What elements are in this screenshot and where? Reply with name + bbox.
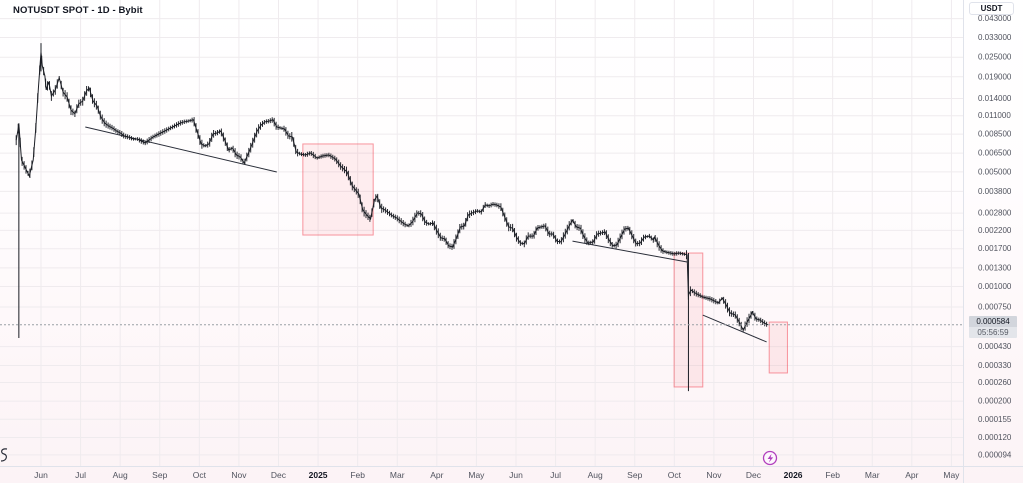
candlesticks (15, 55, 768, 332)
price-axis-tick[interactable]: 0.000200 (978, 397, 1012, 406)
bar-countdown: 05:56:59 (969, 327, 1017, 338)
time-axis-tick[interactable]: Apr (905, 470, 918, 480)
price-axis-tick[interactable]: 0.002800 (978, 209, 1012, 218)
trendline-drawing[interactable] (85, 126, 277, 173)
price-axis-tick[interactable]: 0.001000 (978, 282, 1012, 291)
time-axis-tick[interactable]: Aug (113, 470, 128, 480)
partial-drawing-curl[interactable] (0, 448, 8, 462)
time-axis-tick[interactable]: Mar (390, 470, 405, 480)
highlight-box-drawing[interactable] (302, 143, 374, 236)
price-axis-tick[interactable]: 0.005000 (978, 167, 1012, 176)
price-axis-tick[interactable]: 0.014000 (978, 94, 1012, 103)
price-axis-tick[interactable]: 0.001700 (978, 244, 1012, 253)
price-axis-tick[interactable]: 0.000120 (978, 433, 1012, 442)
time-axis-tick[interactable]: Aug (588, 470, 603, 480)
symbol-title[interactable]: NOTUSDT SPOT - 1D - Bybit (13, 5, 143, 16)
time-axis-tick[interactable]: Oct (193, 470, 207, 480)
time-axis-tick[interactable]: Sep (627, 470, 642, 480)
price-axis-tick[interactable]: 0.002200 (978, 226, 1012, 235)
price-axis-tick[interactable]: 0.043000 (978, 14, 1012, 23)
time-axis-tick[interactable]: Feb (825, 470, 840, 480)
last-price-value: 0.000584 (969, 316, 1017, 327)
time-axis-tick[interactable]: May (943, 470, 960, 480)
time-axis-tick[interactable]: Jul (75, 470, 86, 480)
price-axis-tick[interactable]: 0.025000 (978, 53, 1012, 62)
trendline-drawing[interactable] (702, 314, 767, 343)
time-axis-tick[interactable]: 2025 (309, 470, 328, 480)
currency-toggle-button[interactable]: USDT (969, 2, 1014, 15)
price-axis-tick[interactable]: 0.000155 (978, 415, 1012, 424)
price-axis-tick[interactable]: 0.006500 (978, 149, 1012, 158)
time-axis-tick[interactable]: Nov (706, 470, 722, 480)
price-axis-tick[interactable]: 0.003800 (978, 187, 1012, 196)
price-axis-tick[interactable]: 0.000750 (978, 302, 1012, 311)
time-axis-tick[interactable]: 2026 (784, 470, 803, 480)
trendline-drawing[interactable] (572, 240, 688, 263)
time-axis-tick[interactable]: Feb (350, 470, 365, 480)
time-axis-tick[interactable]: Jun (509, 470, 523, 480)
time-axis-tick[interactable]: Mar (865, 470, 880, 480)
price-axis-tick[interactable]: 0.008500 (978, 130, 1012, 139)
price-axis-tick[interactable]: 0.011000 (978, 111, 1011, 120)
time-axis-tick[interactable]: May (468, 470, 485, 480)
time-axis-tick[interactable]: Nov (231, 470, 247, 480)
time-axis-tick[interactable]: Jul (550, 470, 561, 480)
price-axis-tick[interactable]: 0.000094 (978, 450, 1012, 459)
time-axis-tick[interactable]: Dec (271, 470, 287, 480)
price-axis-tick[interactable]: 0.033000 (978, 33, 1012, 42)
highlight-box-drawing[interactable] (768, 321, 788, 374)
time-axis-tick[interactable]: Oct (668, 470, 682, 480)
time-axis-tick[interactable]: Jun (34, 470, 48, 480)
time-axis-tick[interactable]: Apr (430, 470, 443, 480)
price-axis-tick[interactable]: 0.000430 (978, 342, 1012, 351)
price-axis-tick[interactable]: 0.019000 (978, 72, 1012, 81)
lightning-bolt-glyph (767, 453, 774, 463)
last-price-axis-label: 0.000584 05:56:59 (969, 316, 1017, 338)
time-axis-tick[interactable]: Sep (152, 470, 167, 480)
price-axis-tick[interactable]: 0.000260 (978, 378, 1012, 387)
time-axis-tick[interactable]: Dec (746, 470, 762, 480)
price-axis-tick[interactable]: 0.001300 (978, 263, 1012, 272)
price-axis-tick[interactable]: 0.000330 (978, 361, 1012, 370)
